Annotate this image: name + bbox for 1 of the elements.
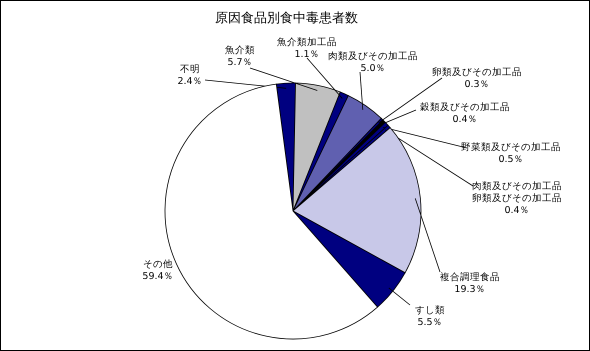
title: 原因食品別食中毒患者数 [215,11,358,26]
